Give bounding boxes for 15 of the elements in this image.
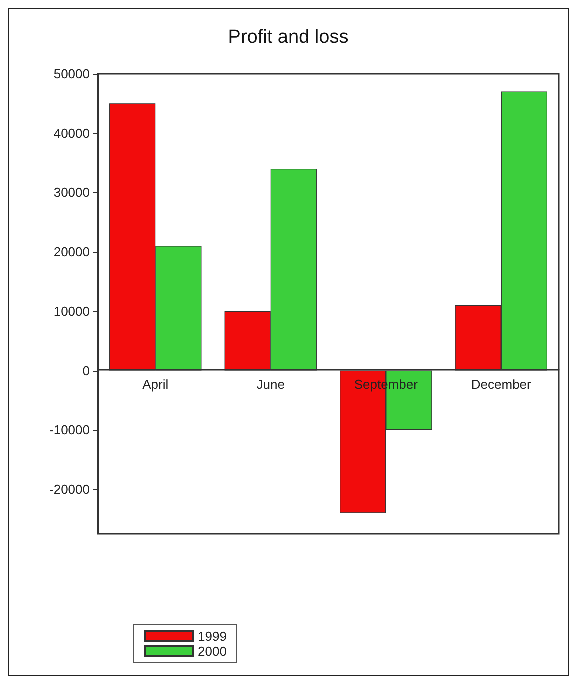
- y-tick-label: 10000: [54, 304, 90, 319]
- y-tick-label: -10000: [50, 422, 90, 438]
- y-tick-label: 0: [82, 363, 90, 378]
- legend-label: 2000: [198, 644, 227, 659]
- x-tick-label: June: [256, 377, 285, 392]
- chart-title: Profit and loss: [228, 27, 349, 48]
- y-tick-label: 30000: [54, 185, 90, 200]
- x-tick-label: April: [142, 377, 169, 392]
- y-tick-label: 50000: [54, 66, 90, 82]
- x-tick-label: December: [471, 377, 532, 392]
- x-tick-label: September: [354, 377, 419, 392]
- legend-label: 1999: [198, 629, 227, 644]
- y-tick-label: -20000: [50, 482, 90, 497]
- y-tick-label: 20000: [54, 244, 90, 260]
- y-tick-label: 40000: [54, 126, 90, 141]
